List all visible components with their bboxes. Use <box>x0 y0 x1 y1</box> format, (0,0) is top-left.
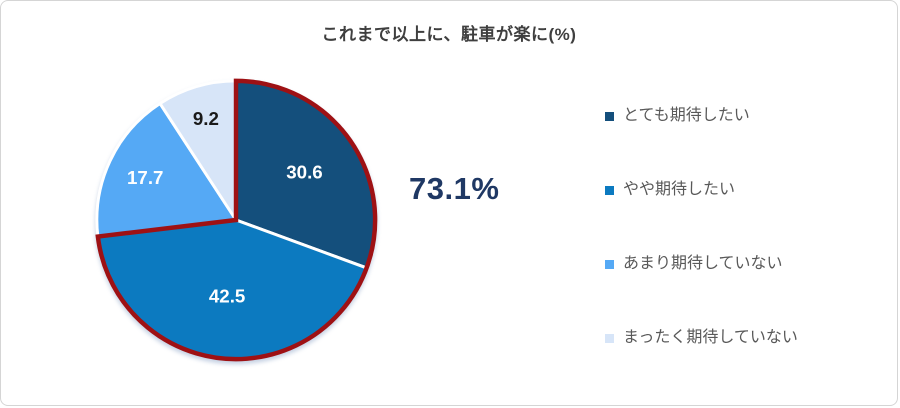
legend-item: まったく期待していない <box>605 327 798 349</box>
pie-svg: 30.6 42.5 17.7 9.2 <box>95 78 378 362</box>
legend-label: やや期待したい <box>623 181 736 198</box>
legend-swatch <box>605 333 614 343</box>
legend-swatch <box>605 259 614 269</box>
legend-item: とても期待したい <box>605 105 798 127</box>
slice-value-label: 42.5 <box>209 285 245 306</box>
legend-item: やや期待したい <box>605 179 798 201</box>
legend-swatch <box>605 185 614 195</box>
chart-title: これまで以上に、駐車が楽に(%) <box>321 25 577 44</box>
legend-label: まったく期待していない <box>623 329 798 346</box>
legend-swatch <box>605 111 614 121</box>
legend-label: あまり期待していない <box>623 255 783 272</box>
legend-item: あまり期待していない <box>605 253 798 275</box>
legend: とても期待したい やや期待したい あまり期待していない まったく期待していない <box>605 105 798 349</box>
slice-value-label: 9.2 <box>193 108 219 129</box>
highlight-total-label: 73.1% <box>409 171 500 206</box>
slice-value-label: 17.7 <box>127 167 163 188</box>
slice-value-label: 30.6 <box>286 162 322 183</box>
pie-slice-2 <box>95 102 238 239</box>
highlight-outline <box>95 78 378 362</box>
pie-chart: 30.6 42.5 17.7 9.2 <box>88 72 384 368</box>
legend-label: とても期待したい <box>623 107 750 124</box>
